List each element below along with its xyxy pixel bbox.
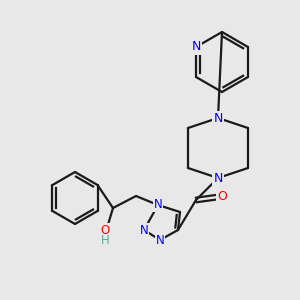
Text: N: N xyxy=(213,172,223,184)
Text: N: N xyxy=(156,233,164,247)
Text: O: O xyxy=(217,190,227,203)
Text: N: N xyxy=(191,40,201,53)
Text: N: N xyxy=(140,224,148,236)
Text: N: N xyxy=(213,112,223,124)
Text: O: O xyxy=(100,224,109,236)
Text: H: H xyxy=(100,235,109,248)
Text: N: N xyxy=(154,199,162,212)
